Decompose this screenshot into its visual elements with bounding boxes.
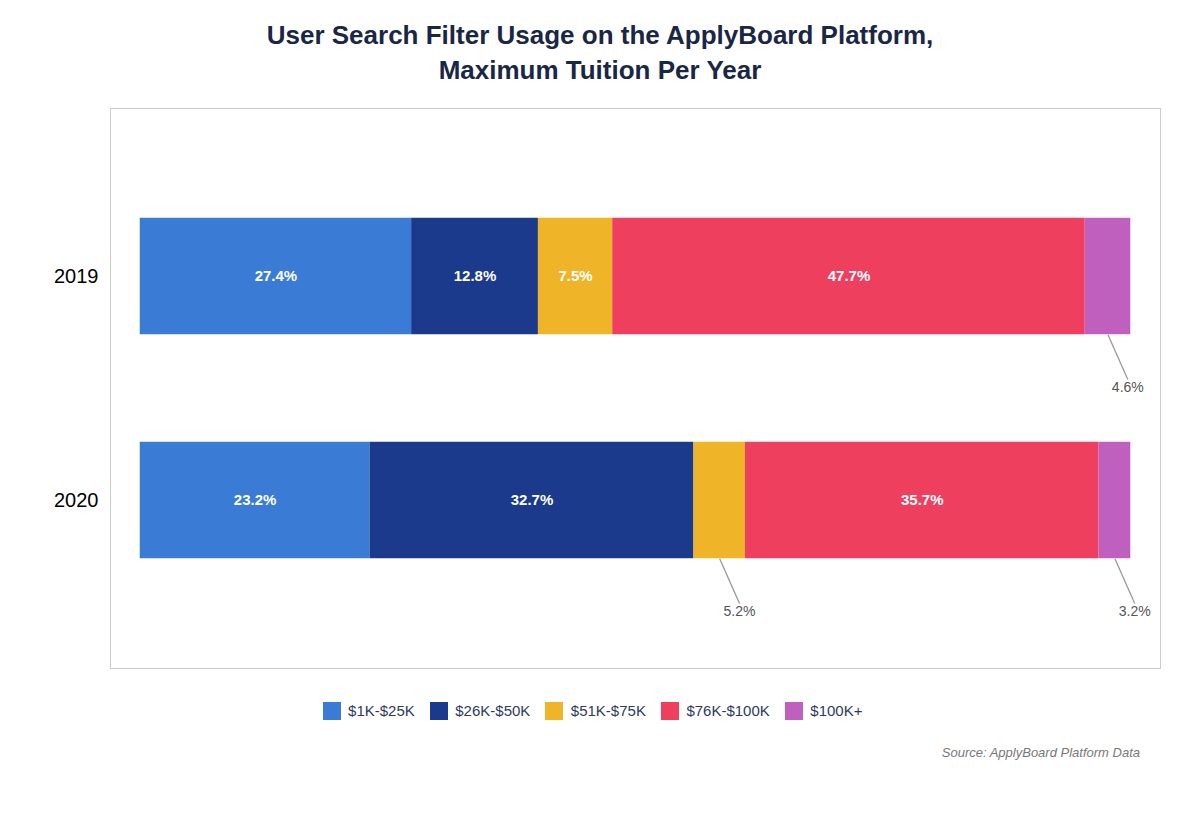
html-text:User Search Filter Usage on th: User Search Filter Usage on the ApplyBoa…	[266, 20, 934, 86]
svg-text:2020: 2020	[54, 489, 99, 511]
svg-text:2019: 2019	[54, 265, 99, 287]
svg-text:7.5%: 7.5%	[558, 267, 592, 284]
html-text:$76K-$100K: $76K-$100K	[686, 702, 770, 720]
svg-text:12.8%: 12.8%	[454, 267, 497, 284]
html-text:$51K-$75K: $51K-$75K	[570, 702, 646, 720]
html-text:$1K-$25K: $1K-$25K	[348, 702, 415, 720]
svg-text:27.4%: 27.4%	[255, 267, 298, 284]
svg-text:47.7%: 47.7%	[828, 267, 871, 284]
svg-text:23.2%: 23.2%	[234, 491, 277, 508]
svg-text:35.7%: 35.7%	[901, 491, 944, 508]
svg-text:32.7%: 32.7%	[511, 491, 554, 508]
svg-text:4.6%: 4.6%	[1112, 380, 1144, 396]
html-text:$26K-$50K: $26K-$50K	[455, 702, 531, 720]
html-text:Source: ApplyBoard Platform Da: Source: ApplyBoard Platform Data	[941, 744, 1140, 760]
svg-text:3.2%: 3.2%	[1119, 604, 1151, 620]
html-text:$100K+: $100K+	[810, 702, 863, 720]
svg-text:5.2%: 5.2%	[724, 604, 756, 620]
